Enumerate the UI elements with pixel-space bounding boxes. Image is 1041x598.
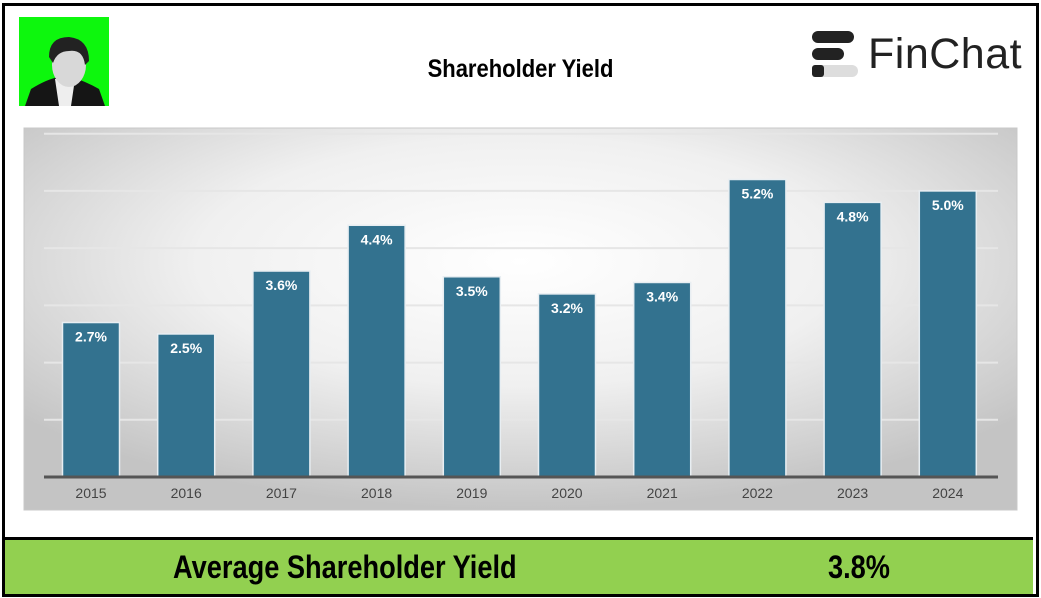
x-tick-label: 2019	[456, 485, 487, 501]
bar-2018	[347, 224, 406, 478]
bar-2022	[728, 178, 787, 478]
x-tick-label: 2021	[647, 485, 678, 501]
data-label: 4.4%	[361, 231, 393, 247]
data-label: 3.2%	[551, 300, 583, 316]
x-tick-label: 2023	[837, 485, 868, 501]
data-label: 2.5%	[170, 340, 202, 356]
average-footer: Average Shareholder Yield 3.8%	[5, 537, 1033, 594]
avatar	[19, 17, 109, 106]
person-photo-icon	[25, 37, 105, 106]
data-label: 3.4%	[646, 288, 678, 304]
average-label: Average Shareholder Yield	[173, 549, 517, 585]
x-tick-label: 2018	[361, 485, 392, 501]
bar-2019	[442, 276, 502, 478]
data-label: 3.5%	[456, 283, 488, 299]
bar-2023	[823, 201, 882, 478]
bar-2017	[252, 270, 311, 478]
average-value: 3.8%	[828, 549, 890, 585]
bar-2024	[918, 190, 978, 478]
bar-2015	[61, 321, 121, 478]
x-tick-label: 2020	[551, 485, 582, 501]
chart-title: Shareholder Yield	[427, 55, 614, 83]
finchat-logo: FinChat	[812, 30, 1022, 79]
data-label: 5.0%	[932, 197, 964, 213]
bar-2020	[537, 293, 597, 478]
chart-frame	[2, 3, 1039, 597]
x-tick-label: 2022	[742, 485, 773, 501]
x-tick-label: 2015	[75, 485, 106, 501]
x-tick-label: 2016	[171, 485, 202, 501]
x-tick-label: 2017	[266, 485, 297, 501]
data-label: 4.8%	[837, 208, 869, 224]
bar-2016	[156, 333, 216, 478]
bar-2021	[632, 281, 692, 478]
data-label: 3.6%	[265, 277, 297, 293]
data-label: 5.2%	[741, 185, 773, 201]
logo-text: FinChat	[868, 30, 1023, 78]
finchat-logo-icon	[812, 30, 858, 77]
data-label: 2.7%	[75, 329, 107, 345]
x-tick-label: 2024	[932, 485, 963, 501]
